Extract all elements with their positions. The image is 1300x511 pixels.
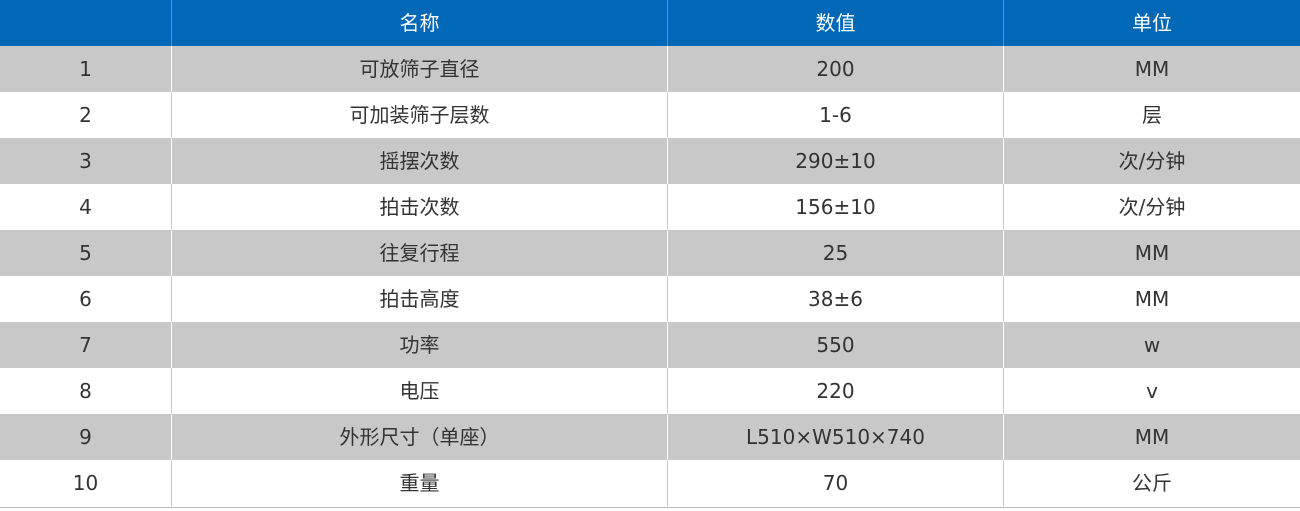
table-cell: 550 [667,322,1003,368]
table-cell: MM [1003,230,1300,276]
table-cell: MM [1003,276,1300,322]
table-cell: 拍击次数 [171,184,667,230]
table-row: 10 重量 70 公斤 [0,460,1300,506]
table-cell: 1 [79,57,92,81]
table-cell: 公斤 [1003,460,1300,506]
table-cell: 5 [79,241,92,265]
table-cell: MM [1003,46,1300,92]
table-cell: 次/分钟 [1003,184,1300,230]
table-cell: 9 [79,425,92,449]
table-cell: 3 [79,149,92,173]
header-cell: 单位 [1003,0,1300,46]
table-cell: 摇摆次数 [171,138,667,184]
header-cell: 数值 [667,0,1003,46]
table-cell: 156±10 [667,184,1003,230]
table-cell: 重量 [171,460,667,506]
table-row: 2 可加装筛子层数 1-6 层 [0,92,1300,138]
table-row: 7 功率 550 w [0,322,1300,368]
table-cell: w [1003,322,1300,368]
table-cell: 200 [667,46,1003,92]
table-row: 8 电压 220 v [0,368,1300,414]
table-row: 6 拍击高度 38±6 MM [0,276,1300,322]
table-cell: 外形尺寸（单座） [171,414,667,460]
table-cell: v [1003,368,1300,414]
table-cell: 层 [1003,92,1300,138]
table-cell: 往复行程 [171,230,667,276]
table-cell: MM [1003,414,1300,460]
table-row: 4 拍击次数 156±10 次/分钟 [0,184,1300,230]
table-row: 5 往复行程 25 MM [0,230,1300,276]
header-row: 名称 数值 单位 [0,0,1300,46]
table-cell: 38±6 [667,276,1003,322]
table-cell: 功率 [171,322,667,368]
table-cell: 4 [79,195,92,219]
table-cell: 6 [79,287,92,311]
table-cell: 70 [667,460,1003,506]
table-cell: 次/分钟 [1003,138,1300,184]
table-cell: 电压 [171,368,667,414]
table-cell: 290±10 [667,138,1003,184]
table-cell: 8 [79,379,92,403]
table-cell: 拍击高度 [171,276,667,322]
table-row: 3 摇摆次数 290±10 次/分钟 [0,138,1300,184]
header-cell: 名称 [171,0,667,46]
table-cell: 10 [72,471,99,495]
table-cell: L510×W510×740 [667,414,1003,460]
table-cell: 可加装筛子层数 [171,92,667,138]
table-cell: 220 [667,368,1003,414]
table-cell: 7 [79,333,92,357]
table-row: 1 可放筛子直径 200 MM [0,46,1300,92]
header-cell [0,0,171,46]
table-cell: 可放筛子直径 [171,46,667,92]
table-cell: 2 [79,103,92,127]
table-cell: 25 [667,230,1003,276]
table-cell: 1-6 [667,92,1003,138]
table-row: 9 外形尺寸（单座） L510×W510×740 MM [0,414,1300,460]
